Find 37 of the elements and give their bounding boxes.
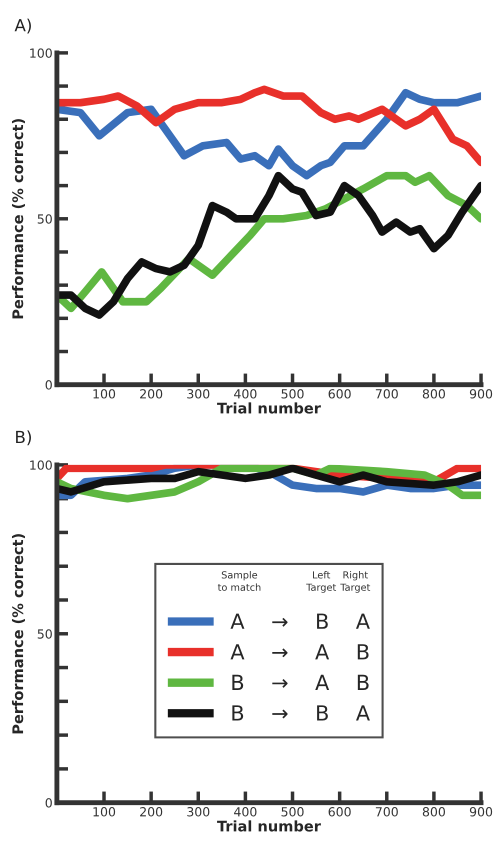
y-tick-label: 0 [46,798,52,808]
x-axis-title: Trial number [217,402,321,414]
legend-label: A → B A [230,614,370,629]
legend-label: A → A B [230,644,369,660]
x-tick-label: 200 [140,389,162,399]
y-tick-label: 100 [30,48,52,58]
x-tick-label: 500 [282,389,304,399]
x-axis-title: Trial number [217,820,321,832]
x-tick-label: 800 [422,807,446,817]
annotation: Right Target [340,571,370,593]
annotation: Sample to match [218,571,260,591]
legend-label: B → A B [232,674,369,690]
x-tick-label: 700 [376,389,398,399]
x-tick-label: 400 [234,389,256,399]
y-tick-label: 50 [38,214,52,224]
y-tick-label: 100 [30,460,52,470]
y-tick-label: 0 [46,380,52,390]
x-tick-label: 900 [470,807,492,817]
x-tick-label: 800 [422,389,446,399]
y-axis-title: Performance (% correct) [12,534,25,734]
chart-title: B) [16,430,31,446]
annotation: Left Target [306,571,336,593]
x-tick-label: 100 [93,389,116,399]
x-tick-label: 600 [328,807,351,817]
x-tick-label: 300 [187,389,210,399]
x-tick-label: 700 [376,807,398,817]
x-tick-label: 400 [234,807,256,817]
x-tick-label: 600 [328,389,351,399]
chart-title: A) [14,18,31,34]
x-tick-label: 900 [470,389,492,399]
legend-label: B → B A [232,705,370,721]
y-tick-label: 50 [38,629,52,639]
x-tick-label: 300 [187,807,210,817]
y-axis-title: Performance (% correct) [12,119,25,318]
x-tick-label: 100 [93,807,116,817]
x-tick-label: 500 [282,807,304,817]
x-tick-label: 200 [140,807,162,817]
